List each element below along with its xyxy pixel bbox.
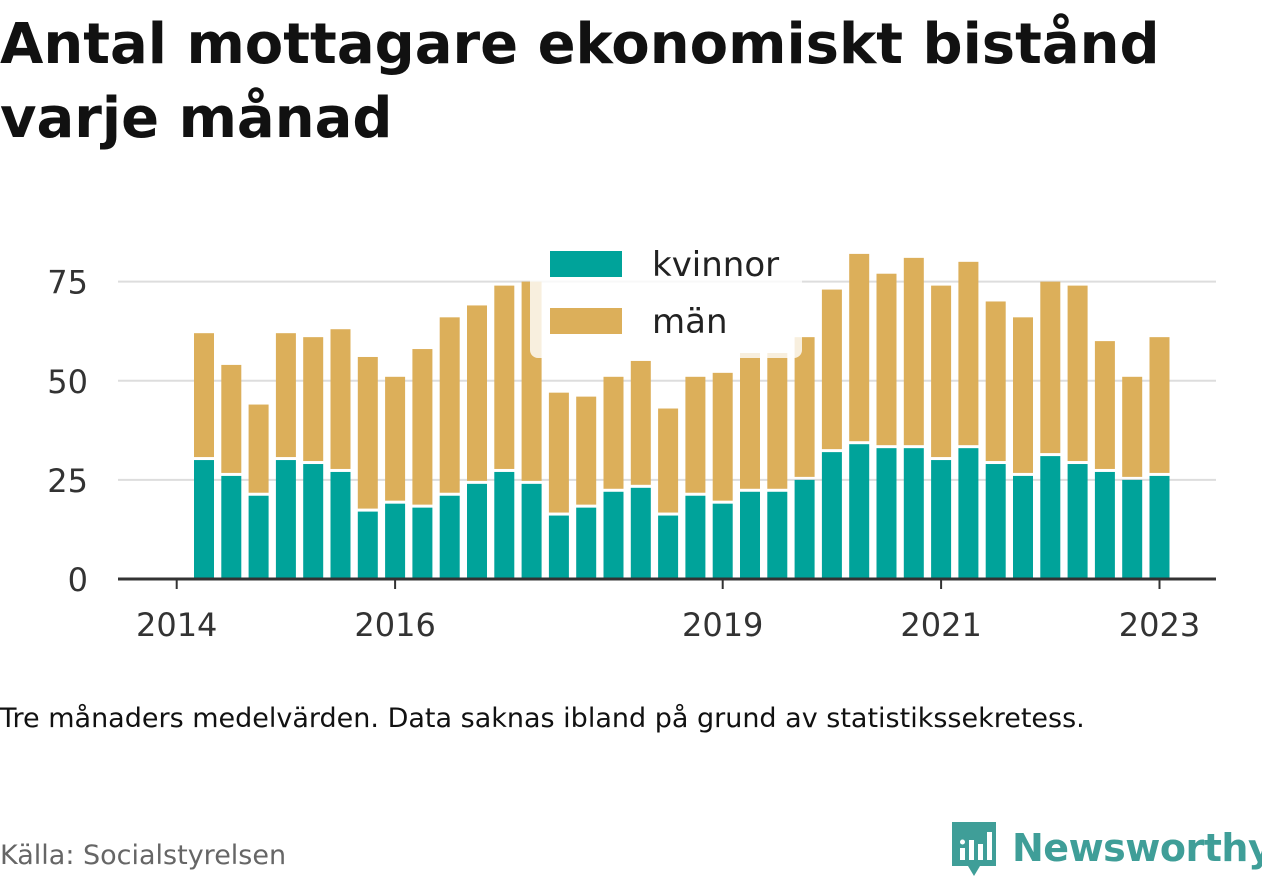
bar-man xyxy=(1122,376,1143,477)
bar-man xyxy=(603,376,624,489)
bar-kvinnor xyxy=(931,460,952,579)
bar-man xyxy=(357,356,378,509)
bar-kvinnor xyxy=(194,460,214,579)
bar-man xyxy=(903,257,924,446)
x-tick-label: 2021 xyxy=(900,606,981,644)
bar-kvinnor xyxy=(767,491,788,579)
bar-kvinnor xyxy=(521,483,542,579)
legend-swatch-man xyxy=(550,308,622,334)
bar-kvinnor xyxy=(985,464,1006,579)
bar-man xyxy=(1094,341,1115,469)
bar-kvinnor xyxy=(221,475,242,579)
bar-man xyxy=(467,305,487,481)
brand-name: Newsworthy xyxy=(1012,826,1262,870)
bar-man xyxy=(958,261,979,446)
bar-kvinnor xyxy=(576,507,597,579)
legend: kvinnor män xyxy=(530,240,802,358)
legend-label-kvinnor: kvinnor xyxy=(652,245,779,285)
bar-man xyxy=(330,329,351,469)
bar-kvinnor xyxy=(794,479,815,579)
chart-note: Tre månaders medelvärden. Data saknas ib… xyxy=(0,703,1085,734)
bar-man xyxy=(658,408,679,513)
source-label: Källa: Socialstyrelsen xyxy=(0,840,287,871)
bar-man xyxy=(248,404,269,493)
y-axis-ticks: 0 25 50 75 xyxy=(47,264,88,599)
bar-kvinnor xyxy=(603,491,624,579)
bar-man xyxy=(1067,285,1088,462)
bar-kvinnor xyxy=(275,460,296,579)
bar-kvinnor xyxy=(248,495,269,579)
bars xyxy=(194,253,1170,579)
bar-man xyxy=(794,337,815,477)
bar-man xyxy=(221,364,242,473)
bar-kvinnor xyxy=(494,471,515,579)
chart-title: Antal mottagare ekonomiskt bistånd varje… xyxy=(0,12,1160,151)
bar-man xyxy=(548,392,569,513)
bar-man xyxy=(1013,317,1033,473)
bar-man xyxy=(385,376,406,501)
y-tick-label: 75 xyxy=(47,264,88,302)
bar-man xyxy=(767,353,788,489)
bar-man xyxy=(685,376,706,493)
x-axis: 2014 2016 2019 2021 2023 xyxy=(118,577,1216,644)
bar-man xyxy=(931,285,952,458)
bar-kvinnor xyxy=(1122,479,1143,579)
bar-man xyxy=(630,360,651,485)
y-tick-label: 50 xyxy=(47,363,88,401)
x-tick-label: 2023 xyxy=(1119,606,1200,644)
bar-man xyxy=(412,349,433,505)
bar-kvinnor xyxy=(412,507,433,579)
bar-kvinnor xyxy=(303,464,324,579)
bar-man xyxy=(576,396,597,505)
bar-kvinnor xyxy=(712,503,733,579)
bar-man xyxy=(494,285,515,469)
bar-man xyxy=(740,353,760,489)
bar-kvinnor xyxy=(1013,475,1033,579)
bar-kvinnor xyxy=(1094,471,1115,579)
y-tick-label: 0 xyxy=(68,561,88,599)
bar-man xyxy=(821,289,842,450)
bar-kvinnor xyxy=(876,448,897,579)
y-tick-label: 25 xyxy=(47,462,88,500)
bar-man xyxy=(275,333,296,458)
x-tick-label: 2016 xyxy=(354,606,435,644)
bar-kvinnor xyxy=(849,444,870,579)
bar-kvinnor xyxy=(958,448,979,579)
bar-man xyxy=(194,333,214,458)
bar-kvinnor xyxy=(548,515,569,579)
stacked-bar-chart: 0 25 50 75 2014 2016 2019 2021 2023 kvinnor män xyxy=(47,240,1216,644)
bar-man xyxy=(849,253,870,442)
bar-man xyxy=(876,273,897,446)
bar-kvinnor xyxy=(467,483,487,579)
bar-kvinnor xyxy=(1040,456,1061,579)
bar-man xyxy=(303,337,324,462)
newsworthy-logo-icon xyxy=(952,822,996,876)
bar-man xyxy=(439,317,460,493)
legend-swatch-kvinnor xyxy=(550,251,622,277)
bar-kvinnor xyxy=(903,448,924,579)
bar-kvinnor xyxy=(821,452,842,579)
bar-kvinnor xyxy=(658,515,679,579)
bar-man xyxy=(1040,281,1061,454)
x-tick-label: 2014 xyxy=(136,606,217,644)
bar-kvinnor xyxy=(439,495,460,579)
brand-logo: Newsworthy xyxy=(950,818,1262,878)
bar-kvinnor xyxy=(357,511,378,579)
bar-kvinnor xyxy=(330,471,351,579)
x-tick-label: 2019 xyxy=(682,606,763,644)
bar-kvinnor xyxy=(685,495,706,579)
legend-label-man: män xyxy=(652,302,728,342)
bar-man xyxy=(712,372,733,501)
bar-kvinnor xyxy=(385,503,406,579)
bar-kvinnor xyxy=(630,487,651,579)
bar-man xyxy=(1149,337,1170,473)
bar-man xyxy=(985,301,1006,462)
bar-kvinnor xyxy=(1067,464,1088,579)
bar-kvinnor xyxy=(1149,475,1170,579)
bar-kvinnor xyxy=(740,491,760,579)
